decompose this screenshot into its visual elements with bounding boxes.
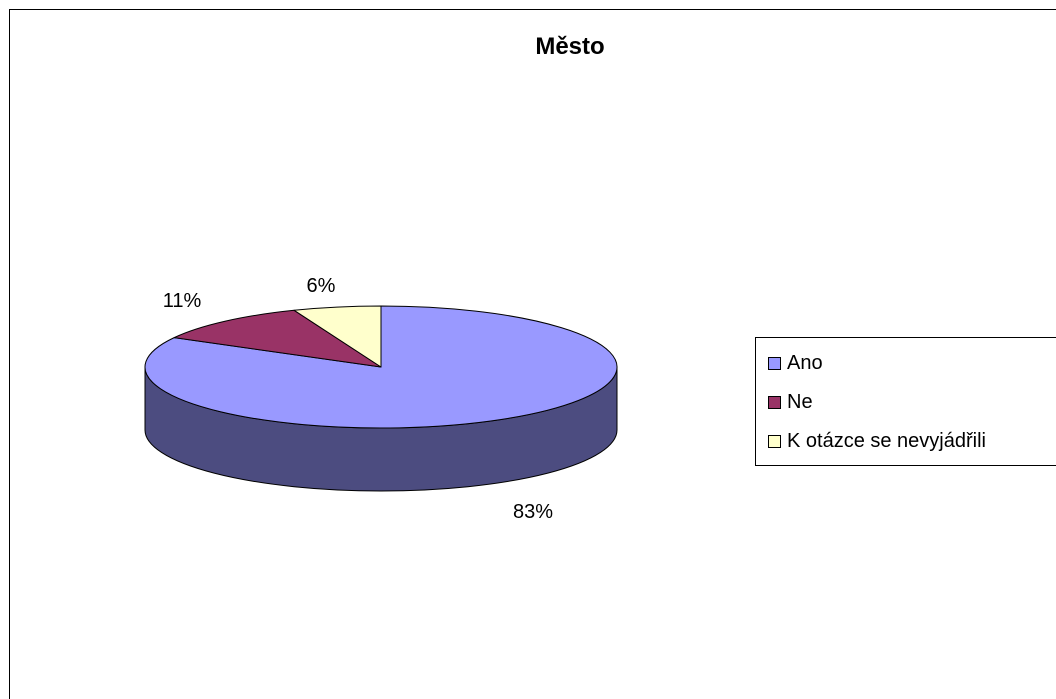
- pie-slice-ne: [173, 309, 382, 368]
- legend-swatch-nevyjadrili: [768, 434, 781, 448]
- legend-item-ne: Ne: [768, 389, 813, 415]
- legend-label-ano: Ano: [787, 351, 823, 374]
- data-label-ano: 83%: [513, 501, 553, 523]
- legend: Ano Ne K otázce se nevyjádřili: [755, 337, 1056, 466]
- legend-label-ne: Ne: [787, 390, 813, 413]
- pie-labels: 83% 11% 6%: [163, 275, 554, 523]
- legend-label-nevyjadrili: K otázce se nevyjádřili: [787, 429, 986, 452]
- legend-swatch-ano: [768, 356, 781, 370]
- pie-slice-nevyjadrili: [293, 305, 382, 368]
- pie-tops: [144, 305, 618, 429]
- legend-item-nevyjadrili: K otázce se nevyjádřili: [768, 428, 986, 454]
- legend-item-ano: Ano: [768, 350, 823, 376]
- data-label-nevyjadrili: 6%: [307, 275, 336, 297]
- data-label-ne: 11%: [163, 290, 202, 312]
- legend-swatch-ne: [768, 395, 781, 409]
- chart-title: Město: [535, 33, 605, 60]
